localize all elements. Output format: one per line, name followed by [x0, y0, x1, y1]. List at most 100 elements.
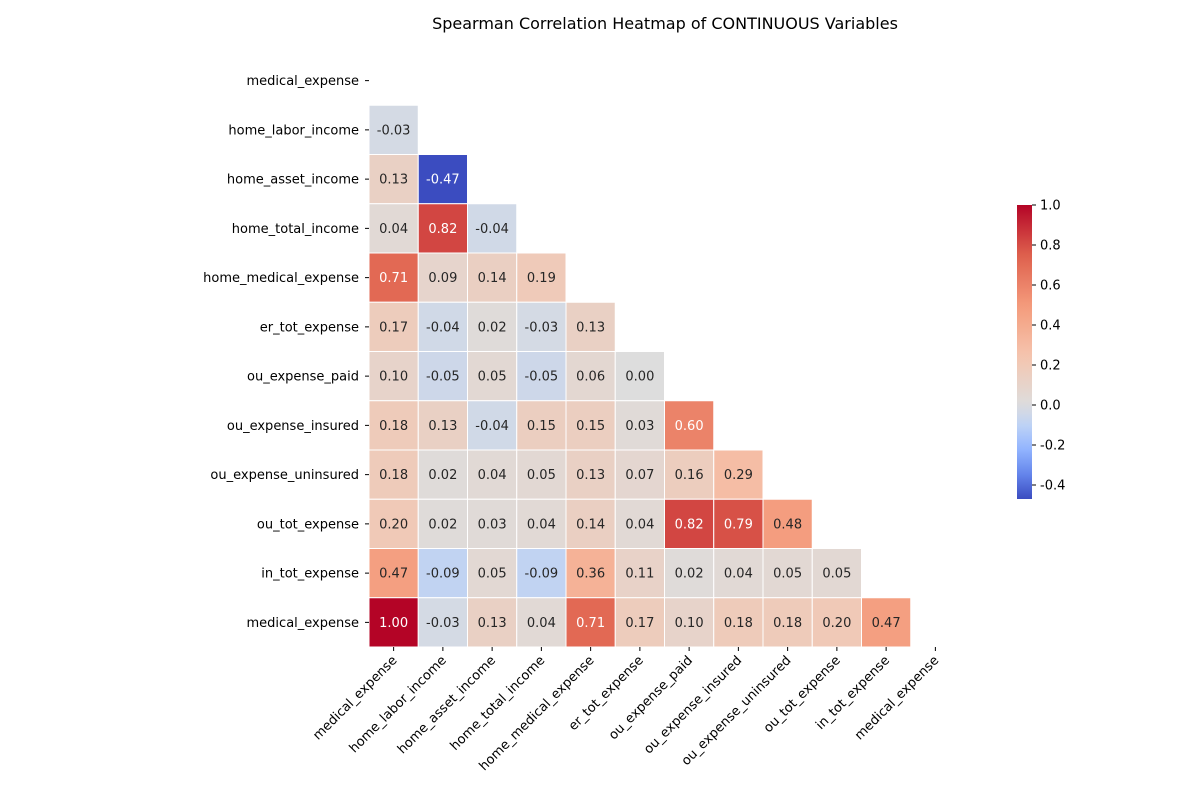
cell-value-label: 0.18 [773, 616, 802, 631]
heatmap-cell [417, 548, 468, 599]
heatmap-cell [417, 351, 468, 402]
y-tick-label: medical_expense [247, 616, 359, 631]
cell-value-label: 0.71 [379, 271, 408, 286]
y-tick-label: medical_expense [247, 74, 359, 89]
heatmap-cell [713, 449, 764, 500]
heatmap-cell [713, 548, 764, 599]
cell-value-label: -0.04 [475, 419, 509, 434]
heatmap-cell [368, 498, 419, 549]
cell-value-label: 0.18 [379, 468, 408, 483]
cell-value-label: 0.36 [576, 567, 605, 582]
cell-value-label: 0.15 [527, 419, 556, 434]
y-tick-label: home_asset_income [227, 173, 359, 188]
heatmap-cell [368, 104, 419, 155]
cell-value-label: -0.03 [426, 616, 460, 631]
heatmap-cell [417, 252, 468, 303]
x-tick-label: medical_expense [852, 653, 942, 743]
heatmap-cell [762, 597, 813, 648]
heatmap-cell [516, 252, 567, 303]
heatmap-cell [368, 449, 419, 500]
x-tick-label: ou_expense_paid [606, 653, 696, 743]
colorbar-tick-label: -0.2 [1040, 439, 1065, 454]
cell-value-label: -0.04 [475, 222, 509, 237]
heatmap-cell [368, 548, 419, 599]
cell-value-label: 0.05 [527, 468, 556, 483]
heatmap-cell [417, 301, 468, 352]
heatmap-cell [565, 351, 616, 402]
cell-value-label: 0.13 [576, 320, 605, 335]
y-tick-label: ou_expense_paid [247, 370, 359, 385]
cell-value-label: 0.82 [675, 517, 704, 532]
heatmap-cell [516, 301, 567, 352]
heatmap-cell [467, 449, 518, 500]
cell-value-label: 0.47 [872, 616, 901, 631]
heatmap-cell [664, 400, 715, 451]
cell-value-label: 0.03 [625, 419, 654, 434]
heatmap-cell [664, 498, 715, 549]
heatmap-cell [417, 154, 468, 205]
heatmap-cell [516, 548, 567, 599]
cell-value-label: 0.09 [428, 271, 457, 286]
heatmap-cell [762, 548, 813, 599]
cell-value-label: 0.18 [724, 616, 753, 631]
cell-value-label: 0.13 [428, 419, 457, 434]
cell-value-label: 0.05 [478, 370, 507, 385]
heatmap-cell [614, 548, 665, 599]
cell-value-label: 0.02 [428, 517, 457, 532]
x-axis-tick-labels: medical_expensehome_labor_incomehome_ass… [310, 647, 942, 774]
y-tick-label: home_labor_income [228, 123, 359, 138]
cell-value-label: 0.04 [478, 468, 507, 483]
y-tick-label: home_medical_expense [203, 271, 359, 286]
cell-value-label: 0.14 [576, 517, 605, 532]
cell-value-label: 0.04 [379, 222, 408, 237]
cell-value-label: 0.20 [822, 616, 851, 631]
cell-value-label: -0.04 [426, 320, 460, 335]
colorbar-tick-label: 0.8 [1040, 239, 1061, 254]
cell-value-label: -0.05 [525, 370, 559, 385]
cell-value-label: 0.17 [379, 320, 408, 335]
cell-value-label: -0.09 [426, 567, 460, 582]
cell-value-label: 0.11 [625, 567, 654, 582]
heatmap-cell [368, 597, 419, 648]
heatmap-cell [467, 548, 518, 599]
x-tick-label: ou_expense_insured [641, 653, 745, 757]
cell-value-label: 0.13 [379, 173, 408, 188]
cell-value-label: -0.03 [525, 320, 559, 335]
colorbar-tick-label: -0.4 [1040, 479, 1065, 494]
cell-value-label: 0.13 [478, 616, 507, 631]
heatmap-cell [417, 400, 468, 451]
cell-value-label: 0.71 [576, 616, 605, 631]
heatmap-cell [762, 498, 813, 549]
x-tick-label: medical_expense [310, 653, 400, 743]
cell-value-label: 0.15 [576, 419, 605, 434]
chart-title: Spearman Correlation Heatmap of CONTINUO… [432, 14, 898, 33]
heatmap-cell [565, 548, 616, 599]
colorbar: 1.0 0.8 0.6 0.4 0.2 0.0 -0.2 -0.4 [1017, 199, 1065, 499]
cell-value-label: 0.04 [527, 517, 556, 532]
heatmap-cell [861, 597, 912, 648]
x-tick-label: home_asset_income [395, 653, 499, 757]
colorbar-tick-label: 1.0 [1040, 199, 1061, 214]
cell-value-label: 0.04 [527, 616, 556, 631]
cell-value-label: 0.20 [379, 517, 408, 532]
cell-value-label: 0.19 [527, 271, 556, 286]
colorbar-tick-label: 0.6 [1040, 279, 1061, 294]
heatmap-cells: -0.03 0.13 -0.47 0.04 0.82 -0.04 0.71 0.09 0.14 0… [368, 104, 912, 648]
heatmap-cell [467, 203, 518, 254]
cell-value-label: 0.13 [576, 468, 605, 483]
cell-value-label: 0.06 [576, 370, 605, 385]
colorbar-tick-label: 0.2 [1040, 359, 1061, 374]
colorbar-tick-label: 0.0 [1040, 399, 1061, 414]
y-tick-label: ou_expense_insured [227, 419, 359, 434]
cell-value-label: 0.03 [478, 517, 507, 532]
cell-value-label: 0.02 [478, 320, 507, 335]
cell-value-label: 0.05 [773, 567, 802, 582]
cell-value-label: 1.00 [379, 616, 408, 631]
y-tick-label: home_total_income [232, 222, 359, 237]
heatmap-cell [368, 154, 419, 205]
colorbar-tick-label: 0.4 [1040, 319, 1061, 334]
cell-value-label: 0.82 [428, 222, 457, 237]
heatmap-cell [516, 498, 567, 549]
heatmap-cell [614, 351, 665, 402]
